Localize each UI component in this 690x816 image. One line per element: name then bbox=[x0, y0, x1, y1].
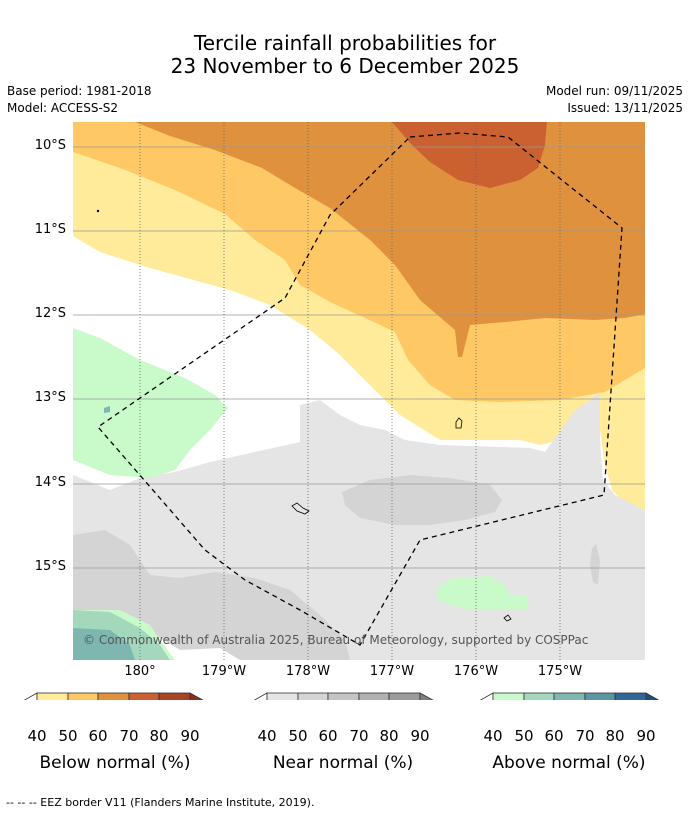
colorbar-below-under-arrow bbox=[23, 692, 38, 700]
colorbar-tick: 50 bbox=[288, 727, 308, 745]
island-futuna bbox=[291, 502, 310, 515]
above-60-region bbox=[73, 628, 135, 660]
colorbar-below-over-arrow bbox=[189, 692, 204, 700]
colorbar-tick: 50 bbox=[58, 727, 78, 745]
above-40-west-region bbox=[73, 328, 228, 478]
colorbar-above-label: Above normal (%) bbox=[492, 753, 646, 773]
eez-footnote: -- -- -- EEZ border V11 (Flanders Marine… bbox=[6, 796, 315, 809]
colorbar-near-bin-70 bbox=[358, 692, 390, 700]
below-60-region bbox=[135, 122, 645, 357]
colorbar-tick: 90 bbox=[180, 727, 200, 745]
near-50-small-patch bbox=[590, 544, 600, 585]
lon-label-180: 180° bbox=[124, 664, 156, 679]
lat-label-12s: 12°S bbox=[34, 306, 66, 321]
lon-label-176w: 176°W bbox=[453, 664, 499, 679]
above-60-dot bbox=[104, 406, 110, 413]
colorbar-below-bin-50 bbox=[67, 692, 99, 700]
colorbar-tick: 80 bbox=[379, 727, 399, 745]
colorbar-above-bin-80 bbox=[614, 692, 647, 700]
colorbar-above bbox=[479, 692, 660, 700]
colorbar-below-bin-80 bbox=[158, 692, 191, 700]
colorbar-tick: 70 bbox=[349, 727, 369, 745]
colorbar-near bbox=[253, 692, 434, 700]
colorbar-below-bin-60 bbox=[97, 692, 130, 700]
colorbar-below bbox=[23, 692, 204, 700]
colorbar-above-bin-70 bbox=[584, 692, 616, 700]
colorbar-below-bin-40 bbox=[36, 692, 69, 700]
colorbar-tick: 60 bbox=[318, 727, 338, 745]
colorbar-near-bin-50 bbox=[297, 692, 329, 700]
copyright-notice: © Commonwealth of Australia 2025, Bureau… bbox=[83, 633, 589, 647]
map-title-line1: Tercile rainfall probabilities for bbox=[193, 31, 497, 55]
probability-map bbox=[23, 122, 660, 700]
lon-label-175w: 175°W bbox=[537, 664, 583, 679]
colorbar-tick: 60 bbox=[88, 727, 108, 745]
below-70-region bbox=[392, 122, 547, 188]
colorbar-near-bin-80 bbox=[388, 692, 421, 700]
colorbar-tick: 40 bbox=[257, 727, 277, 745]
base-period: Base period: 1981-2018 bbox=[7, 84, 152, 98]
colorbar-tick: 40 bbox=[483, 727, 503, 745]
map-title-line2: 23 November to 6 December 2025 bbox=[170, 54, 520, 78]
lon-label-177w: 177°W bbox=[369, 664, 415, 679]
island-southeast bbox=[503, 614, 512, 622]
colorbar-tick: 90 bbox=[410, 727, 430, 745]
near-50-patch bbox=[342, 475, 502, 525]
model-run: Model run: 09/11/2025 bbox=[545, 84, 683, 98]
colorbar-near-over-arrow bbox=[419, 692, 434, 700]
colorbar-tick: 60 bbox=[544, 727, 564, 745]
issued-date: Issued: 13/11/2025 bbox=[567, 101, 683, 115]
colorbar-above-bin-40 bbox=[492, 692, 525, 700]
latitude-gridlines bbox=[73, 146, 645, 569]
above-40-southeast-region bbox=[435, 576, 527, 610]
islands bbox=[96, 209, 512, 622]
colorbar-above-over-arrow bbox=[645, 692, 660, 700]
lon-label-179w: 179°W bbox=[201, 664, 247, 679]
colorbar-above-bin-50 bbox=[523, 692, 555, 700]
colorbar-tick: 90 bbox=[636, 727, 656, 745]
lon-label-178w: 178°W bbox=[285, 664, 331, 679]
lat-label-14s: 14°S bbox=[34, 475, 66, 490]
lat-label-10s: 10°S bbox=[34, 138, 66, 153]
colorbar-near-label: Near normal (%) bbox=[272, 753, 414, 773]
colorbar-tick: 50 bbox=[514, 727, 534, 745]
colorbar-near-bin-60 bbox=[327, 692, 360, 700]
model-name: Model: ACCESS-S2 bbox=[7, 101, 119, 115]
colorbar-tick: 80 bbox=[149, 727, 169, 745]
eez-border bbox=[97, 132, 623, 646]
island-wallis bbox=[455, 417, 463, 429]
colorbar-near-under-arrow bbox=[253, 692, 268, 700]
colorbar-tick: 40 bbox=[27, 727, 47, 745]
lat-label-15s: 15°S bbox=[34, 559, 66, 574]
colorbar-tick: 70 bbox=[119, 727, 139, 745]
colorbar-tick: 70 bbox=[575, 727, 595, 745]
island-northwest bbox=[96, 209, 100, 213]
colorbar-below-label: Below normal (%) bbox=[39, 753, 191, 773]
colorbar-tick: 80 bbox=[605, 727, 625, 745]
lat-label-11s: 11°S bbox=[34, 222, 66, 237]
colorbar-above-bin-60 bbox=[553, 692, 586, 700]
colorbar-above-under-arrow bbox=[479, 692, 494, 700]
colorbar-near-bin-40 bbox=[266, 692, 299, 700]
lat-label-13s: 13°S bbox=[34, 390, 66, 405]
colorbar-below-bin-70 bbox=[128, 692, 160, 700]
